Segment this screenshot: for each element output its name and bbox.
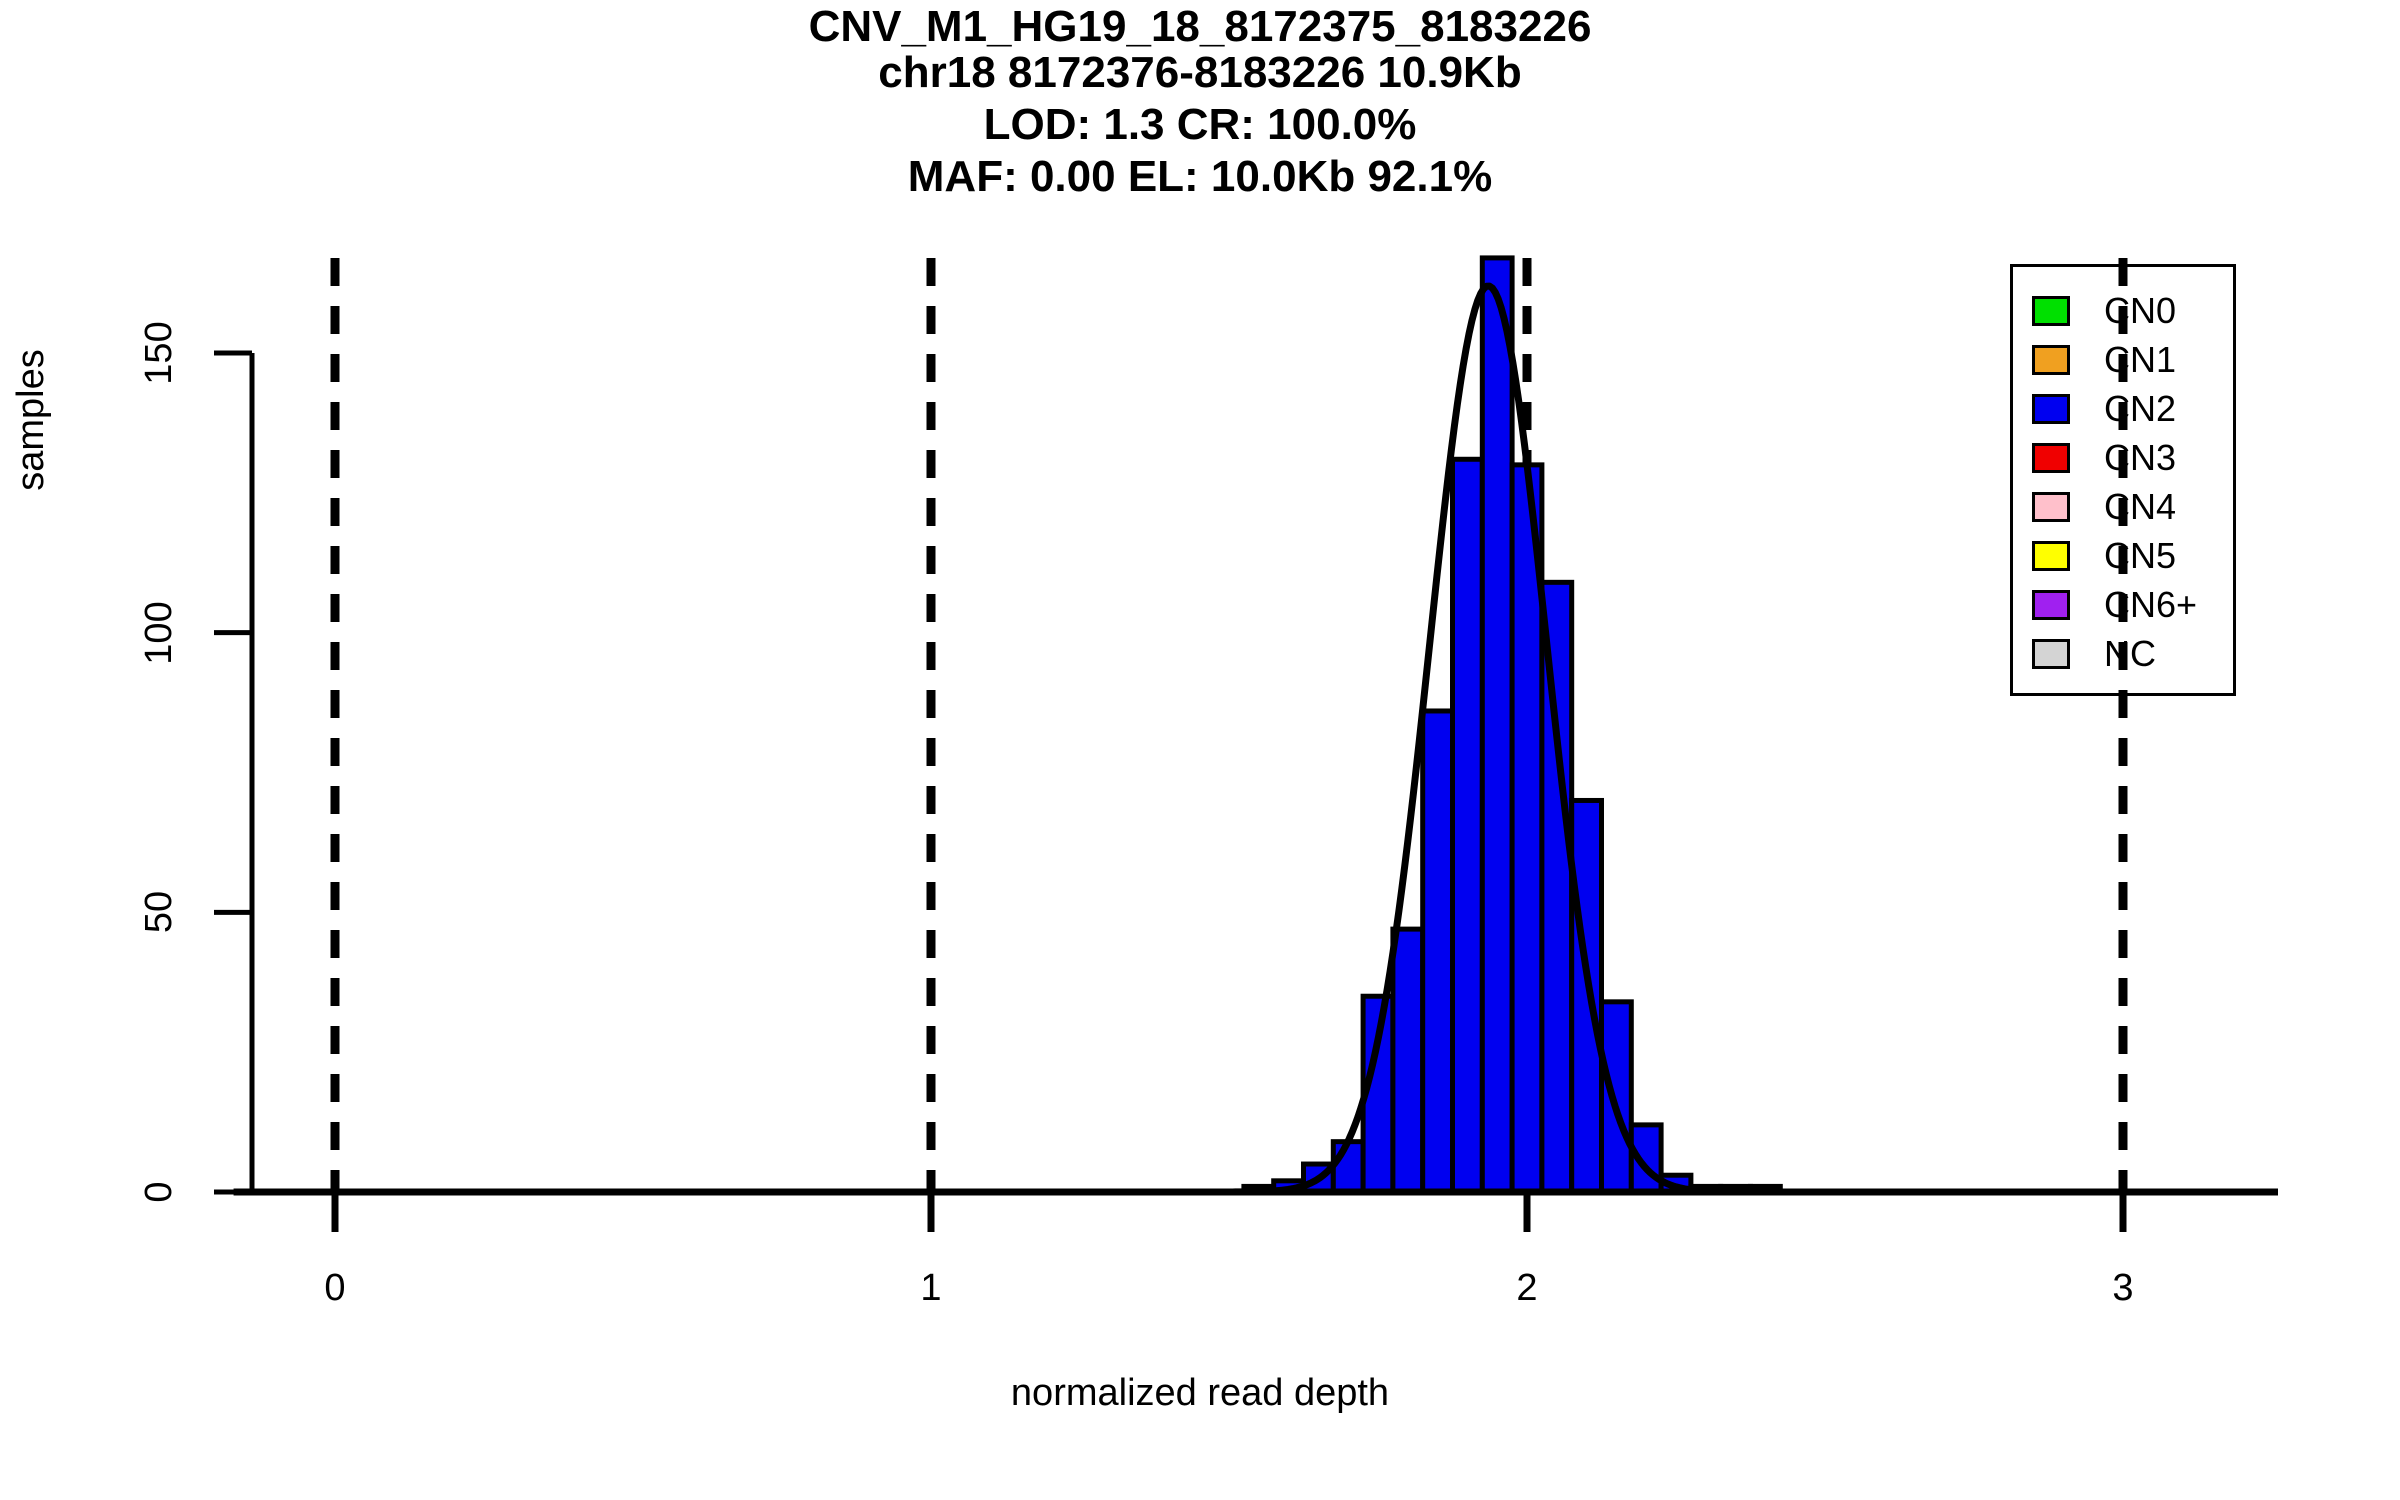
- legend-swatch-icon: [2032, 443, 2070, 473]
- x-tick-label: 3: [2112, 1267, 2134, 1309]
- legend-item-label: NC: [2104, 633, 2156, 674]
- histogram-bars: [1241, 255, 1783, 1195]
- vertical-dashed-lines: [330, 258, 2128, 1192]
- legend-item-cn3[interactable]: CN3: [2013, 436, 2239, 480]
- legend-item-label: CN4: [2104, 486, 2177, 527]
- histogram-bar: [1479, 255, 1515, 1195]
- legend-box: CN0 CN1 CN2 CN3 CN4 CN5 CN6+ NC: [2010, 264, 2236, 696]
- legend-item-label: CN1: [2104, 339, 2177, 380]
- title-line-2: chr18 8172376-8183226 10.9Kb: [878, 48, 1522, 97]
- legend-item-label: CN0: [2104, 290, 2177, 331]
- title-line-4: MAF: 0.00 EL: 10.0Kb 92.1%: [907, 152, 1493, 201]
- histogram-bar: [1569, 797, 1604, 1195]
- y-tick-label: 150: [138, 321, 180, 385]
- legend-swatch-icon: [2032, 345, 2070, 375]
- x-tick-label: 0: [324, 1267, 346, 1309]
- x-axis-line: [233, 1188, 2278, 1232]
- x-tick-label: 2: [1516, 1267, 1538, 1309]
- legend-item-label: CN3: [2104, 437, 2177, 478]
- legend-item-cn5[interactable]: CN5: [2013, 534, 2239, 578]
- legend-swatch-icon: [2032, 639, 2070, 669]
- y-tick-label: 100: [138, 600, 180, 665]
- legend-swatch-icon: [2032, 541, 2070, 571]
- title-line-3: LOD: 1.3 CR: 100.0%: [983, 100, 1417, 149]
- axis-lines: [214, 350, 2278, 1232]
- legend-swatch-icon: [2032, 394, 2070, 424]
- legend-swatch-icon: [2032, 590, 2070, 620]
- legend-item-label: CN6+: [2104, 584, 2198, 625]
- legend-item-cn0[interactable]: CN0: [2013, 289, 2239, 333]
- y-tick-label: 50: [138, 891, 180, 934]
- legend-swatch-icon: [2032, 296, 2070, 326]
- legend-swatch-icon: [2032, 492, 2070, 522]
- histogram-bar: [1539, 579, 1575, 1195]
- y-tick-label: 0: [138, 1181, 180, 1203]
- y-axis-line: [214, 350, 255, 1195]
- histogram-bar: [1330, 1139, 1366, 1195]
- x-axis-label: normalized read depth: [1010, 1372, 1390, 1414]
- y-axis-label: samples: [10, 349, 52, 491]
- chart-title: CNV_M1_HG19_18_8172375_8183226 chr18 817…: [0, 0, 2400, 216]
- legend-item-cn4[interactable]: CN4: [2013, 485, 2239, 529]
- histogram-bar: [1420, 708, 1455, 1195]
- histogram-bar: [1450, 456, 1485, 1195]
- histogram-bar: [1509, 462, 1545, 1195]
- density-curve: [233, 282, 2279, 1196]
- legend-item-label: CN2: [2104, 388, 2177, 429]
- legend-item-cn1[interactable]: CN1: [2013, 338, 2239, 382]
- title-line-1: CNV_M1_HG19_18_8172375_8183226: [808, 2, 1592, 51]
- x-tick-label: 1: [920, 1267, 942, 1309]
- legend-item-cn6plus[interactable]: CN6+: [2013, 583, 2239, 627]
- histogram-bar: [1390, 926, 1426, 1195]
- legend-item-nc[interactable]: NC: [2013, 632, 2239, 676]
- legend-item-label: CN5: [2104, 535, 2177, 576]
- histogram-bar: [1599, 999, 1634, 1195]
- legend-item-cn2[interactable]: CN2: [2013, 387, 2239, 431]
